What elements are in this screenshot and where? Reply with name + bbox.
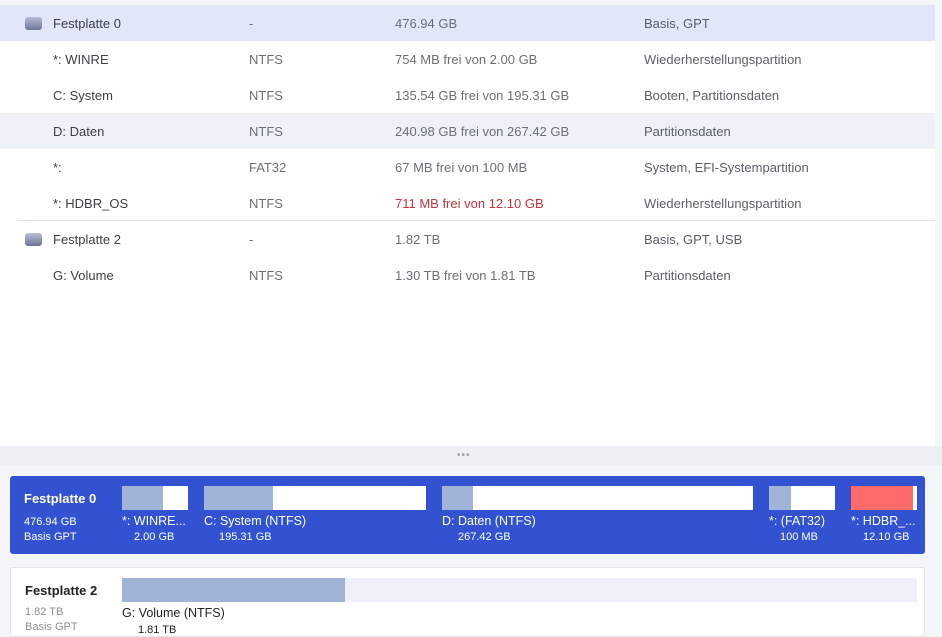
- partition-label: *: WINRE...: [122, 514, 186, 528]
- partition-size: 195.31 GB: [219, 531, 272, 543]
- partition-bar[interactable]: [122, 578, 917, 602]
- filesystem: NTFS: [249, 196, 283, 211]
- capacity: 1.30 TB frei von 1.81 TB: [395, 268, 536, 283]
- partition-label: G: Volume (NTFS): [122, 606, 225, 620]
- partition-row[interactable]: *: FAT32 67 MB frei von 100 MB System, EFI-…: [0, 149, 935, 185]
- partition-label: C: System (NTFS): [204, 514, 307, 528]
- partition-used-fill: [204, 486, 273, 510]
- partition-row[interactable]: D: Daten NTFS 240.98 GB frei von 267.42 GB…: [0, 113, 935, 149]
- capacity-warning: 711 MB frei von 12.10 GB: [395, 196, 544, 211]
- disk-title: Festplatte 2: [25, 583, 98, 598]
- divider: [18, 220, 935, 221]
- type: Basis, GPT: [644, 16, 710, 31]
- partition-row[interactable]: *: HDBR_OS NTFS 711 MB frei von 12.10 GB Wi…: [0, 185, 935, 221]
- partition-used-fill: [122, 486, 163, 510]
- type: System, EFI-Systempartition: [644, 160, 809, 175]
- partition-list: Festplatte 0 - 476.94 GB Basis, GPT *: WINR…: [0, 5, 935, 446]
- partition-label: *: (FAT32): [769, 514, 826, 528]
- drag-handle-icon: •••: [457, 450, 471, 461]
- partition-used-fill: [851, 486, 914, 510]
- filesystem: NTFS: [249, 88, 283, 103]
- capacity: 67 MB frei von 100 MB: [395, 160, 528, 175]
- capacity: 476.94 GB: [395, 16, 458, 31]
- name: *: HDBR_OS: [53, 196, 129, 211]
- filesystem: -: [249, 232, 254, 247]
- disk-title: Festplatte 0: [24, 491, 97, 506]
- name: D: Daten: [53, 124, 105, 139]
- partition-bar[interactable]: [851, 486, 917, 510]
- partition-row[interactable]: G: Volume NTFS 1.30 TB frei von 1.81 TB Par…: [0, 257, 935, 293]
- partition-size: 100 MB: [780, 531, 818, 543]
- partition-row[interactable]: *: WINRE NTFS 754 MB frei von 2.00 GB Wiede…: [0, 41, 935, 77]
- disk-map-festplatte-0[interactable]: Festplatte 0 476.94 GB Basis GPT *: WINR…: [10, 476, 925, 554]
- type: Booten, Partitionsdaten: [644, 88, 780, 103]
- filesystem: FAT32: [249, 160, 287, 175]
- partition-bar[interactable]: [122, 486, 188, 510]
- partition-bar[interactable]: [204, 486, 426, 510]
- partition-bar[interactable]: [442, 486, 753, 510]
- name: C: System: [53, 88, 113, 103]
- partition-label: *: HDBR_...: [851, 514, 916, 528]
- partition-used-fill: [442, 486, 474, 510]
- name: Festplatte 2: [53, 232, 121, 247]
- disk-map-festplatte-2[interactable]: Festplatte 2 1.82 TB Basis GPT G: Volume…: [10, 567, 925, 637]
- filesystem: NTFS: [249, 268, 283, 283]
- type: Basis, GPT, USB: [644, 232, 743, 247]
- name: *:: [53, 160, 62, 175]
- partition-label: D: Daten (NTFS): [442, 514, 536, 528]
- partition-bar[interactable]: [769, 486, 835, 510]
- filesystem: -: [249, 16, 254, 31]
- partition-size: 12.10 GB: [863, 531, 910, 543]
- pane-splitter[interactable]: •••: [0, 446, 942, 466]
- disk-size: 1.82 TB: [25, 606, 64, 618]
- disk-icon: [25, 233, 42, 246]
- disk-row[interactable]: Festplatte 2 - 1.82 TB Basis, GPT, USB: [0, 221, 935, 257]
- disk-row[interactable]: Festplatte 0 - 476.94 GB Basis, GPT: [0, 5, 935, 41]
- partition-size: 267.42 GB: [458, 531, 511, 543]
- type: Partitionsdaten: [644, 124, 731, 139]
- filesystem: NTFS: [249, 52, 283, 67]
- disk-size: 476.94 GB: [24, 516, 77, 528]
- disk-type: Basis GPT: [24, 531, 77, 543]
- partition-row[interactable]: C: System NTFS 135.54 GB frei von 195.31 G…: [0, 77, 935, 113]
- partition-size: 2.00 GB: [134, 531, 175, 543]
- type: Wiederherstellungspartition: [644, 196, 802, 211]
- name: G: Volume: [53, 268, 114, 283]
- partition-used-fill: [122, 578, 345, 602]
- name: *: WINRE: [53, 52, 109, 67]
- capacity: 135.54 GB frei von 195.31 GB: [395, 88, 570, 103]
- capacity: 754 MB frei von 2.00 GB: [395, 52, 538, 67]
- filesystem: NTFS: [249, 124, 283, 139]
- name: Festplatte 0: [53, 16, 121, 31]
- partition-used-fill: [769, 486, 791, 510]
- disk-type: Basis GPT: [25, 621, 78, 633]
- type: Wiederherstellungspartition: [644, 52, 802, 67]
- capacity: 1.82 TB: [395, 232, 441, 247]
- disk-icon: [25, 17, 42, 30]
- type: Partitionsdaten: [644, 268, 731, 283]
- capacity: 240.98 GB frei von 267.42 GB: [395, 124, 570, 139]
